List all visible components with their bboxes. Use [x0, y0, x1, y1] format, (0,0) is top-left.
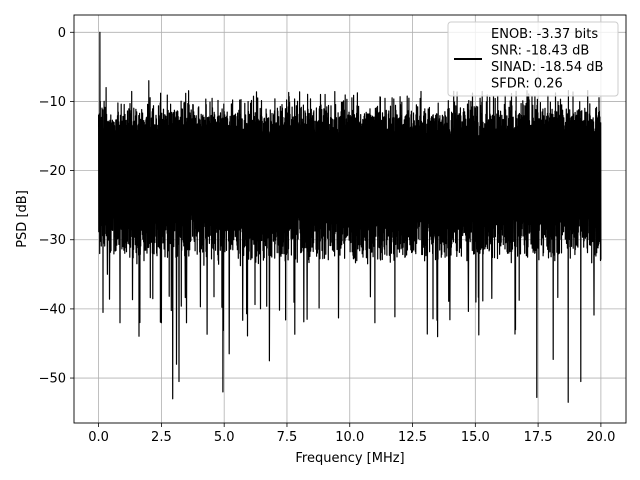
- y-axis-ticks: 0 −10 −20 −30 −40 −50: [39, 26, 74, 387]
- y-tick-label: −40: [39, 302, 66, 317]
- y-tick-label: −20: [39, 164, 66, 179]
- x-tick-label: 17.5: [524, 430, 553, 445]
- y-axis-label: PSD [dB]: [15, 190, 30, 248]
- x-tick-label: 0.0: [88, 430, 109, 445]
- legend-entry-snr: SNR: -18.43 dB: [491, 44, 589, 59]
- y-tick-label: −30: [39, 233, 66, 248]
- y-tick-label: 0: [58, 26, 66, 41]
- legend-entry-sfdr: SFDR: 0.26: [491, 77, 563, 92]
- plot-area: [98, 31, 602, 403]
- legend-entry-sinad: SINAD: -18.54 dB: [491, 60, 603, 75]
- x-tick-label: 12.5: [398, 430, 427, 445]
- x-tick-label: 20.0: [586, 430, 615, 445]
- y-tick-label: −50: [39, 372, 66, 387]
- y-tick-label: −10: [39, 95, 66, 110]
- legend: ENOB: -3.37 bits SNR: -18.43 dB SINAD: -…: [447, 21, 619, 97]
- x-axis-label: Frequency [MHz]: [295, 451, 404, 466]
- x-tick-label: 10.0: [335, 430, 364, 445]
- x-tick-label: 5.0: [214, 430, 235, 445]
- legend-box: [447, 21, 619, 97]
- x-axis-ticks: 0.0 2.5 5.0 7.5 10.0 12.5 15.0 17.5 20.0: [88, 423, 615, 445]
- x-tick-label: 15.0: [461, 430, 490, 445]
- legend-entry-enob: ENOB: -3.37 bits: [491, 27, 598, 42]
- x-tick-label: 2.5: [151, 430, 172, 445]
- x-tick-label: 7.5: [277, 430, 298, 445]
- psd-series-line: [98, 31, 602, 403]
